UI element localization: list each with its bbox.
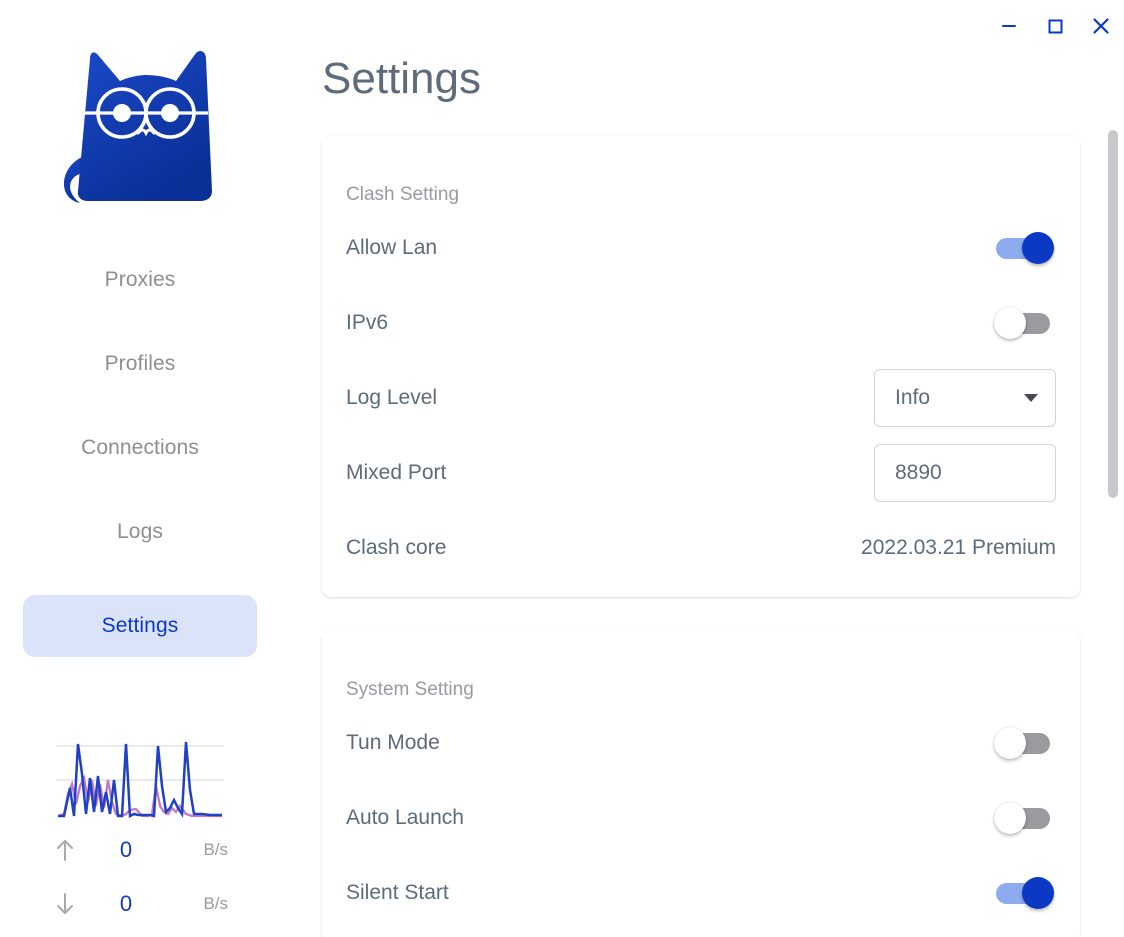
sidebar-item-label: Settings <box>101 614 179 637</box>
sidebar-item-label: Proxies <box>104 268 176 291</box>
setting-label: Silent Start <box>346 880 449 904</box>
toggle-thumb <box>994 801 1026 834</box>
setting-label: Tun Mode <box>346 730 440 754</box>
arrow-up-icon <box>52 837 78 863</box>
chevron-down-icon <box>1024 393 1038 402</box>
setting-label: Allow Lan <box>346 235 438 259</box>
toggle-thumb <box>994 726 1026 759</box>
setting-label: Mixed Port <box>346 460 447 484</box>
traffic-upload-row: 0 B/s <box>50 823 230 877</box>
settings-cards: Clash Setting Allow Lan IPv6 <box>322 136 1080 937</box>
traffic-sparkline-chart <box>56 728 224 823</box>
setting-row-tun-mode: Tun Mode <box>346 705 1056 780</box>
silent-start-toggle[interactable] <box>994 874 1056 912</box>
clash-verge-cat-logo-icon <box>63 50 213 203</box>
setting-label: IPv6 <box>346 310 389 334</box>
setting-row-allow-lan: Allow Lan <box>346 210 1056 285</box>
sidebar: Proxies Profiles Connections Logs Settin… <box>0 0 280 937</box>
log-level-value: Info <box>895 385 931 409</box>
card-title: Clash Setting <box>346 183 460 205</box>
setting-label: Clash core <box>346 535 447 559</box>
page-title: Settings <box>322 54 481 103</box>
close-icon <box>1093 18 1109 34</box>
setting-label: Auto Launch <box>346 805 464 829</box>
scrollbar-track[interactable] <box>1108 0 1118 937</box>
download-speed-value: 0 <box>119 891 133 916</box>
arrow-down-icon <box>52 891 78 917</box>
auto-launch-toggle[interactable] <box>994 799 1056 837</box>
allow-lan-toggle[interactable] <box>994 229 1056 267</box>
traffic-download-row: 0 B/s <box>50 877 230 931</box>
setting-label: Log Level <box>346 385 438 409</box>
ipv6-toggle[interactable] <box>994 304 1056 342</box>
setting-row-auto-launch: Auto Launch <box>346 780 1056 855</box>
maximize-button[interactable] <box>1032 3 1078 49</box>
toggle-thumb <box>994 306 1026 339</box>
setting-row-ipv6: IPv6 <box>346 285 1056 360</box>
maximize-icon <box>1048 19 1063 34</box>
sidebar-nav: Proxies Profiles Connections Logs Settin… <box>23 259 257 657</box>
minimize-icon <box>1002 25 1016 27</box>
setting-row-silent-start: Silent Start <box>346 855 1056 930</box>
upload-speed-unit: B/s <box>203 840 228 859</box>
toggle-thumb <box>1022 231 1054 264</box>
setting-row-mixed-port: Mixed Port <box>346 435 1056 510</box>
main-content: Settings Clash Setting Allow Lan IPv6 <box>280 0 1124 937</box>
scrollbar-thumb[interactable] <box>1108 130 1118 498</box>
card-title: System Setting <box>346 678 474 700</box>
system-setting-card: System Setting Tun Mode Auto Launch <box>322 631 1080 937</box>
upload-speed-value: 0 <box>119 837 133 862</box>
window-controls <box>986 0 1124 52</box>
setting-row-log-level: Log Level Info <box>346 360 1056 435</box>
setting-row-clash-core: Clash core 2022.03.21 Premium <box>346 510 1056 585</box>
traffic-widget: 0 B/s 0 B/s <box>0 728 280 931</box>
clash-setting-card: Clash Setting Allow Lan IPv6 <box>322 136 1080 598</box>
close-button[interactable] <box>1078 3 1124 49</box>
sidebar-item-logs[interactable]: Logs <box>23 511 257 553</box>
app-logo <box>35 22 245 227</box>
mixed-port-input[interactable] <box>874 443 1056 502</box>
download-speed-unit: B/s <box>203 894 228 913</box>
minimize-button[interactable] <box>986 3 1032 49</box>
sidebar-item-label: Logs <box>117 520 163 543</box>
toggle-thumb <box>1022 876 1054 909</box>
log-level-select[interactable]: Info <box>874 368 1056 427</box>
sidebar-item-settings[interactable]: Settings <box>23 595 257 657</box>
sidebar-item-profiles[interactable]: Profiles <box>23 343 257 385</box>
sidebar-item-connections[interactable]: Connections <box>23 427 257 469</box>
clash-core-version: 2022.03.21 Premium <box>861 535 1056 559</box>
traffic-sparkline-svg <box>56 741 224 818</box>
sidebar-item-label: Connections <box>81 436 199 459</box>
sidebar-item-label: Profiles <box>104 352 176 375</box>
sidebar-item-proxies[interactable]: Proxies <box>23 259 257 301</box>
tun-mode-toggle[interactable] <box>994 724 1056 762</box>
